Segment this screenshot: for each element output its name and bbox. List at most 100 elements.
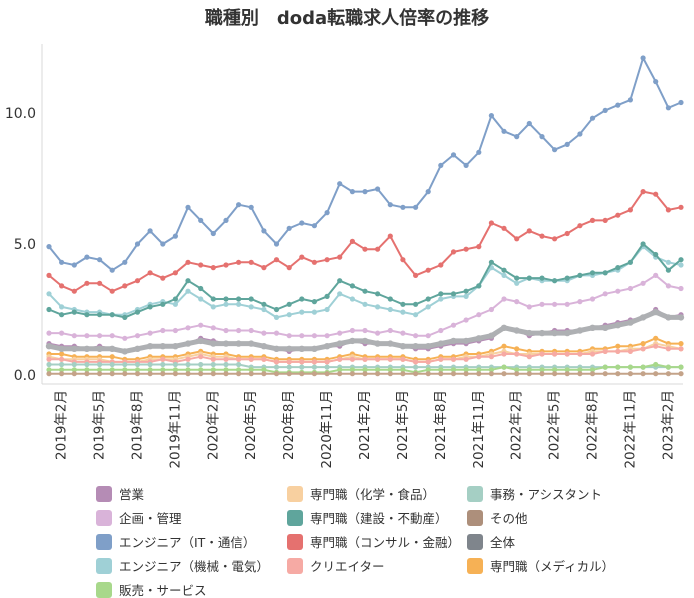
data-point	[286, 345, 293, 352]
data-point	[311, 371, 317, 377]
data-point	[362, 367, 368, 373]
data-point	[564, 141, 570, 147]
data-point	[552, 351, 558, 357]
data-point	[450, 356, 457, 362]
data-point	[248, 371, 254, 377]
data-point	[514, 275, 520, 281]
data-point	[665, 346, 672, 352]
data-point	[159, 343, 166, 350]
data-point	[172, 327, 178, 334]
data-point	[665, 314, 672, 321]
x-tick-label: 2020年8月	[281, 390, 297, 460]
x-tick-label: 2023年2月	[660, 390, 676, 460]
data-point	[387, 202, 393, 208]
data-point	[400, 301, 406, 307]
data-point	[261, 371, 267, 377]
data-point	[109, 312, 115, 318]
data-point	[438, 367, 444, 373]
data-point	[513, 327, 520, 334]
data-point	[653, 251, 659, 258]
data-point	[514, 280, 520, 286]
data-point	[462, 337, 470, 345]
data-point	[463, 371, 469, 377]
data-point	[488, 259, 494, 265]
data-point	[589, 270, 596, 276]
data-point	[236, 327, 242, 334]
data-point	[198, 371, 204, 377]
data-point	[71, 333, 77, 339]
data-point	[311, 223, 317, 229]
data-point	[526, 304, 532, 310]
data-point	[450, 371, 457, 377]
data-point	[298, 345, 305, 352]
data-point	[172, 301, 178, 307]
data-point	[223, 371, 229, 377]
legend-item: エンジニア（IT・通信）	[96, 534, 255, 550]
legend-item: 事務・アシスタント	[467, 486, 602, 502]
data-point	[122, 283, 128, 289]
data-point	[362, 189, 368, 195]
data-point	[147, 270, 153, 276]
data-point	[665, 207, 672, 213]
data-point	[261, 301, 267, 307]
data-point	[59, 259, 65, 265]
data-point	[323, 343, 331, 350]
data-point	[514, 371, 520, 377]
data-point	[413, 359, 419, 365]
data-point	[615, 343, 621, 349]
data-point	[84, 254, 90, 260]
data-point	[210, 340, 217, 347]
data-point	[615, 364, 621, 370]
data-point	[337, 254, 343, 260]
data-point	[665, 267, 672, 273]
data-point	[589, 217, 596, 223]
data-point	[223, 301, 229, 307]
data-point	[413, 272, 419, 278]
data-point	[463, 288, 469, 294]
data-point	[198, 367, 204, 373]
x-tick-label: 2020年11月	[319, 390, 335, 469]
data-point	[349, 283, 355, 289]
legend-swatch	[287, 510, 303, 526]
data-point	[564, 301, 570, 307]
data-point	[564, 230, 570, 237]
data-point	[551, 329, 558, 337]
data-point	[59, 312, 65, 318]
data-point	[387, 356, 393, 362]
data-point	[121, 348, 128, 355]
data-point	[299, 359, 305, 365]
data-point	[589, 115, 596, 121]
data-point	[324, 293, 330, 299]
data-point	[337, 367, 343, 373]
data-point	[640, 346, 646, 352]
legend-label: 販売・サービス	[119, 583, 207, 598]
data-point	[197, 337, 204, 345]
data-point	[109, 267, 115, 273]
chart-title: 職種別 doda転職求人倍率の推移	[205, 7, 489, 29]
data-point	[577, 299, 583, 305]
data-point	[248, 327, 254, 334]
legend-item: 専門職（化学・食品）	[287, 486, 435, 502]
data-point	[236, 296, 242, 302]
data-point	[46, 371, 52, 377]
data-point	[235, 340, 242, 347]
legend-swatch	[467, 510, 483, 526]
data-point	[450, 322, 457, 328]
data-point	[109, 354, 115, 360]
legend-label: エンジニア（IT・通信）	[119, 535, 255, 550]
legend-label: 全体	[490, 535, 516, 550]
data-point	[425, 359, 431, 365]
data-point	[514, 134, 520, 140]
data-point	[475, 335, 482, 342]
data-point	[425, 371, 431, 377]
data-point	[109, 333, 115, 339]
data-point	[286, 265, 292, 271]
legend-item: エンジニア（機械・電気）	[96, 558, 269, 574]
data-point	[109, 367, 115, 373]
legend-label: 企画・管理	[119, 511, 182, 526]
data-point	[172, 371, 178, 377]
data-point	[198, 322, 204, 328]
data-point	[286, 312, 292, 318]
data-point	[615, 371, 621, 377]
data-point	[602, 107, 608, 113]
